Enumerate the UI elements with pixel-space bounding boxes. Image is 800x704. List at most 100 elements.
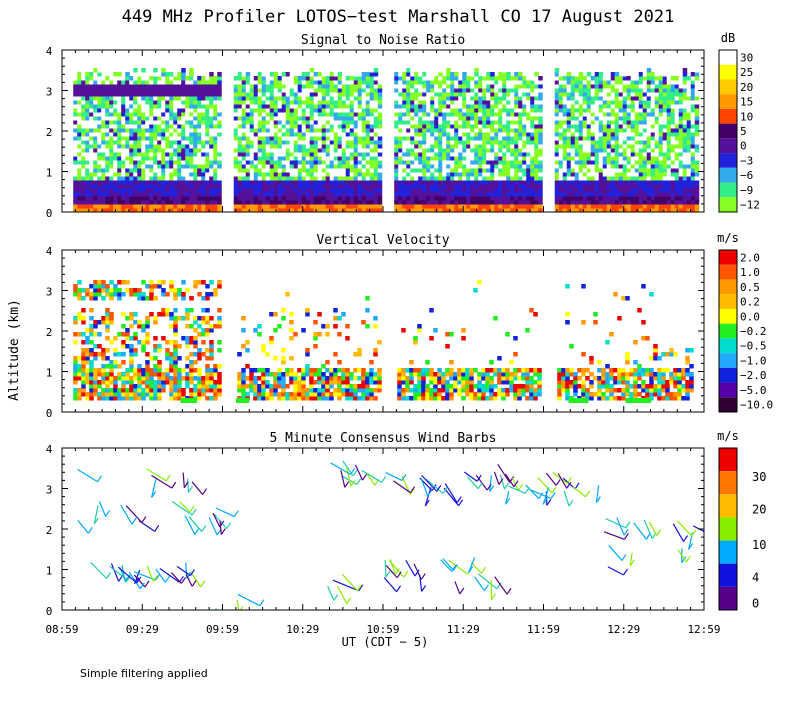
snr-cell (294, 76, 299, 81)
snr-cell (583, 112, 588, 117)
snr-cell (81, 200, 86, 205)
snr-cell (326, 140, 331, 145)
snr-cell (631, 136, 636, 141)
snr-cell (189, 148, 194, 153)
snr-cell (518, 204, 523, 209)
snr-cell (370, 168, 375, 173)
snr-cell (567, 156, 572, 161)
snr-cell (338, 84, 343, 89)
snr-cell (338, 180, 343, 185)
snr-cell (93, 100, 98, 105)
snr-cell (262, 188, 267, 193)
snr-cell (93, 192, 98, 197)
snr-cell (555, 176, 560, 181)
snr-cell (631, 132, 636, 137)
snr-cell (274, 96, 279, 101)
snr-cell (651, 88, 656, 93)
snr-cell (125, 176, 130, 181)
snr-cell (575, 140, 580, 145)
snr-cell (209, 172, 214, 177)
snr-cell (530, 132, 535, 137)
snr-cell (430, 128, 435, 133)
snr-cell (526, 128, 531, 133)
snr-cell (555, 200, 560, 205)
snr-cell (125, 184, 130, 189)
snr-cell (555, 164, 560, 169)
snr-cell (418, 108, 423, 113)
snr-cell (639, 196, 644, 201)
snr-cell (362, 96, 367, 101)
snr-cell (679, 116, 684, 121)
snr-cell (298, 168, 303, 173)
snr-cell (246, 136, 251, 141)
snr-cell (153, 196, 158, 201)
snr-cell (177, 168, 182, 173)
snr-cell (583, 92, 588, 97)
snr-cell (655, 180, 660, 185)
snr-cell (583, 160, 588, 165)
snr-cell (563, 156, 568, 161)
snr-cell (109, 140, 114, 145)
snr-cell (358, 80, 363, 85)
snr-cell (514, 120, 519, 125)
snr-cell (354, 104, 359, 109)
snr-cell (442, 196, 447, 201)
snr-cell (394, 136, 399, 141)
snr-cell (314, 132, 319, 137)
snr-cell (563, 132, 568, 137)
snr-cell (129, 76, 134, 81)
snr-cell (370, 124, 375, 129)
snr-cell (675, 160, 680, 165)
snr-cell (470, 120, 475, 125)
snr-cell (474, 88, 479, 93)
snr-cell (595, 196, 600, 201)
snr-cell (81, 204, 86, 209)
snr-cell (579, 160, 584, 165)
snr-cell (254, 168, 258, 173)
snr-cell (623, 116, 628, 121)
snr-cell (410, 76, 415, 81)
snr-cell (518, 88, 523, 93)
snr-cell (506, 120, 511, 125)
snr-cell (290, 204, 295, 209)
snr-cell (350, 184, 355, 189)
snr-cell (125, 164, 130, 169)
snr-cell (73, 104, 78, 109)
snr-cell (217, 136, 222, 141)
snr-cell (619, 152, 624, 157)
snr-cell (209, 104, 214, 109)
snr-cell (354, 108, 359, 113)
snr-cell (599, 120, 604, 125)
snr-cell (478, 144, 483, 149)
snr-cell (173, 156, 178, 161)
snr-cell (627, 172, 632, 177)
snr-cell (318, 180, 323, 185)
snr-cell (526, 168, 531, 173)
snr-cell (655, 148, 660, 153)
snr-cell (478, 168, 483, 173)
snr-cell (474, 124, 479, 129)
snr-cell (217, 80, 222, 85)
snr-cell (514, 88, 519, 93)
snr-cell (262, 76, 267, 81)
snr-cell (442, 100, 447, 105)
snr-cell (338, 184, 343, 189)
snr-cell (93, 188, 98, 193)
snr-cell (161, 160, 166, 165)
snr-cell (442, 192, 447, 197)
snr-cell (599, 80, 604, 85)
snr-cell (466, 124, 471, 129)
snr-cell (559, 172, 564, 177)
snr-cell (246, 180, 251, 185)
snr-cell (442, 128, 447, 133)
snr-cell (406, 116, 411, 121)
snr-cell (482, 88, 487, 93)
snr-cell (623, 172, 628, 177)
snr-cell (534, 96, 539, 101)
snr-cell (238, 128, 243, 133)
snr-cell (306, 144, 311, 149)
snr-cell (579, 120, 584, 125)
snr-cell (117, 196, 122, 201)
snr-cell (639, 192, 644, 197)
snr-cell (205, 80, 210, 85)
